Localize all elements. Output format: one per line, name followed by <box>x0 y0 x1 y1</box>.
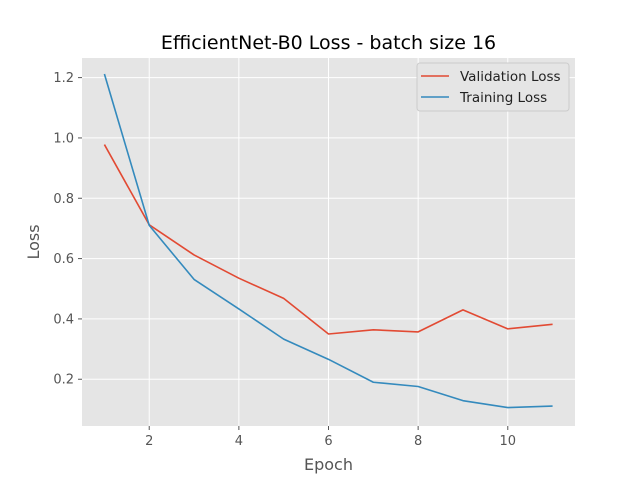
legend-label-training-loss: Training Loss <box>459 90 547 106</box>
y-tick-label: 0.8 <box>53 192 74 207</box>
y-tick-label: 1.0 <box>53 131 74 146</box>
y-tick-label: 0.6 <box>53 252 74 267</box>
series-lines <box>103 73 553 409</box>
y-axis-label: Loss <box>24 224 43 259</box>
chart-title: EfficientNet-B0 Loss - batch size 16 <box>161 32 496 54</box>
x-tick-label: 8 <box>414 434 422 449</box>
x-tick-label: 4 <box>235 434 243 449</box>
x-tick-label: 10 <box>499 434 516 449</box>
legend-label-validation-loss: Validation Loss <box>460 69 561 85</box>
legend: Validation Loss Training Loss <box>416 62 570 112</box>
x-tick-label: 6 <box>324 434 332 449</box>
legend-box <box>416 62 570 112</box>
validation-loss-line <box>103 144 553 335</box>
y-tick-label: 1.2 <box>53 71 74 86</box>
x-axis-label: Epoch <box>304 455 353 474</box>
axis-ticks: 2 4 6 8 10 0.2 0.4 0.6 0.8 1.0 1.2 <box>53 71 516 449</box>
grid-lines <box>82 58 575 426</box>
training-loss-line <box>103 73 553 409</box>
x-tick-label: 2 <box>145 434 153 449</box>
y-tick-label: 0.4 <box>53 312 74 327</box>
y-tick-label: 0.2 <box>53 373 74 388</box>
